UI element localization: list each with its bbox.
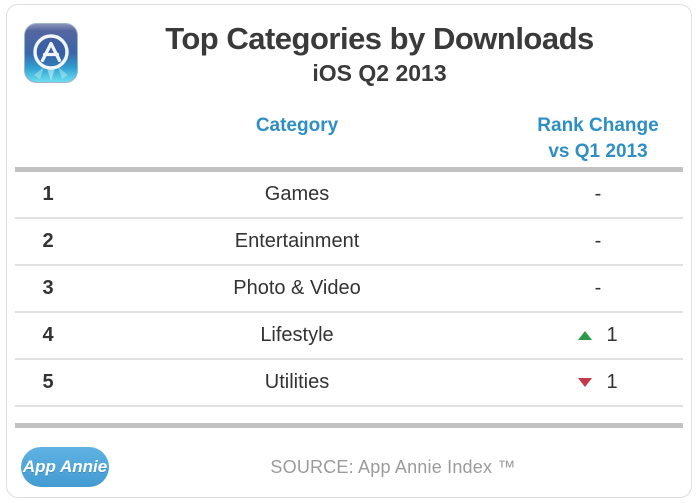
rank-change-cell: 1 [513, 371, 683, 394]
footer: App Annie SOURCE: App Annie Index ™ [7, 428, 691, 497]
rank-change-column-header: Rank Change vs Q1 2013 [513, 109, 683, 167]
category-column-header: Category [255, 115, 339, 136]
rank-change-header-line1: Rank Change [537, 115, 659, 136]
rank-change-value: - [594, 183, 602, 205]
rank-change-cell: - [513, 183, 683, 206]
category-cell: Entertainment [234, 230, 360, 252]
table-row: 5 Utilities 1 [7, 360, 691, 405]
row-divider [15, 217, 683, 219]
category-cell: Utilities [264, 371, 330, 393]
rank-cell: 5 [42, 371, 54, 393]
row-divider [15, 264, 683, 266]
spacer [7, 407, 691, 423]
rank-change-cell: - [513, 277, 683, 300]
category-cell: Photo & Video [233, 277, 361, 299]
table-row: 1 Games - [7, 172, 691, 217]
app-store-icon [24, 23, 78, 83]
page-subtitle: iOS Q2 2013 [312, 60, 447, 86]
rank-change-arrow-icon [578, 378, 593, 387]
rank-column-header [15, 109, 81, 167]
category-cell: Lifestyle [260, 324, 334, 346]
row-divider [15, 358, 683, 360]
page-title: Top Categories by Downloads [165, 21, 594, 56]
rank-change-value: 1 [606, 371, 618, 393]
table-row: 2 Entertainment - [7, 219, 691, 264]
table-header-row: Category Rank Change vs Q1 2013 [7, 101, 691, 167]
header: Top Categories by Downloads iOS Q2 2013 [7, 5, 691, 101]
app-annie-logo: App Annie [21, 447, 109, 487]
row-divider [15, 311, 683, 313]
rank-change-arrow-icon [578, 331, 593, 340]
rank-cell: 1 [42, 183, 54, 205]
rank-cell: 2 [42, 230, 54, 252]
infographic-card: Top Categories by Downloads iOS Q2 2013 … [6, 4, 692, 498]
rank-change-cell: 1 [513, 324, 683, 347]
source-text: SOURCE: App Annie Index ™ [270, 456, 516, 477]
title-block: Top Categories by Downloads iOS Q2 2013 [78, 19, 681, 87]
rank-cell: 3 [42, 277, 54, 299]
table-row: 3 Photo & Video - [7, 266, 691, 311]
rank-change-value: - [594, 277, 602, 299]
rank-change-value: 1 [606, 324, 618, 346]
table-row: 4 Lifestyle 1 [7, 313, 691, 358]
table-body: 1 Games - 2 Entertainment - 3 Photo & Vi… [7, 172, 691, 407]
category-cell: Games [264, 183, 330, 205]
footer-divider [15, 423, 683, 428]
header-divider [15, 167, 683, 172]
row-divider [15, 405, 683, 407]
rank-cell: 4 [42, 324, 54, 346]
rank-change-cell: - [513, 230, 683, 253]
rank-change-value: - [594, 230, 602, 252]
rank-change-header-line2: vs Q1 2013 [548, 141, 648, 162]
